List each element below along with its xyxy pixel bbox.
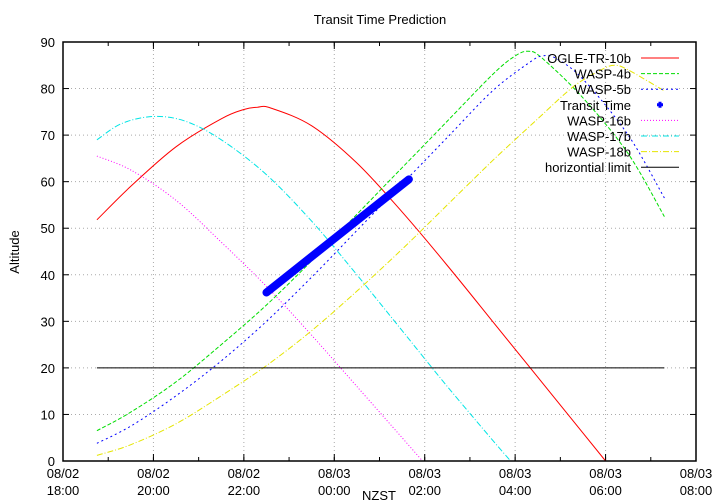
series-wasp-17b: [96, 115, 511, 462]
y-tick-label: 50: [41, 221, 55, 236]
y-tick-label: 10: [41, 407, 55, 422]
x-tick-date: 08/03: [318, 466, 351, 481]
x-tick-time: 08:00: [680, 483, 713, 498]
legend-label: WASP-16b: [567, 113, 631, 128]
legend-label: WASP-17b: [567, 129, 631, 144]
y-tick-label: 90: [41, 35, 55, 50]
y-axis-label: Altitude: [7, 230, 22, 273]
y-tick-label: 20: [41, 361, 55, 376]
transit-time-marker-line: [262, 175, 413, 297]
y-tick-label: 80: [41, 82, 55, 97]
series-wasp-5b: [96, 54, 665, 444]
x-tick-date: 08/02: [137, 466, 170, 481]
x-tick-time: 04:00: [499, 483, 532, 498]
series-ogle-tr-10b: [96, 105, 606, 462]
legend-label: OGLE-TR-10b: [547, 51, 631, 66]
x-tick-time: 22:00: [228, 483, 261, 498]
y-axis-ticks: 0 10 20 30 40 50 60 70 80 90: [41, 35, 696, 469]
x-tick-date: 08/03: [589, 466, 622, 481]
series-wasp-4b: [96, 50, 665, 432]
x-axis-label: NZST: [362, 488, 396, 503]
legend-label: WASP-5b: [574, 82, 631, 97]
y-tick-label: 70: [41, 128, 55, 143]
legend-label: Transit Time: [560, 98, 631, 113]
y-tick-label: 40: [41, 268, 55, 283]
series-wasp-18b: [96, 64, 665, 456]
x-tick-time: 20:00: [137, 483, 170, 498]
legend-label: WASP-18b: [567, 145, 631, 160]
x-axis-ticks: 08/02 18:00 08/02 20:00 08/02 22:00 08/03 00:00…: [47, 42, 713, 498]
series-wasp-16b: [96, 155, 423, 462]
x-tick-time: 00:00: [318, 483, 351, 498]
x-tick-time: 02:00: [408, 483, 441, 498]
y-tick-label: 0: [48, 454, 55, 469]
x-tick-time: 06:00: [589, 483, 622, 498]
chart-title: Transit Time Prediction: [314, 12, 446, 27]
x-tick-time: 18:00: [47, 483, 80, 498]
x-tick-date: 08/03: [408, 466, 441, 481]
x-tick-date: 08/03: [499, 466, 532, 481]
legend-marker-plus-icon: [657, 101, 663, 108]
x-tick-date: 08/03: [680, 466, 713, 481]
transit-time-series: [262, 175, 413, 297]
legend-label: WASP-4b: [574, 67, 631, 82]
y-tick-label: 60: [41, 175, 55, 190]
x-tick-date: 08/02: [228, 466, 261, 481]
legend-label: horizontial limit: [545, 160, 631, 175]
plot-frame: [62, 41, 697, 462]
y-tick-label: 30: [41, 314, 55, 329]
x-tick-date: 08/02: [47, 466, 80, 481]
